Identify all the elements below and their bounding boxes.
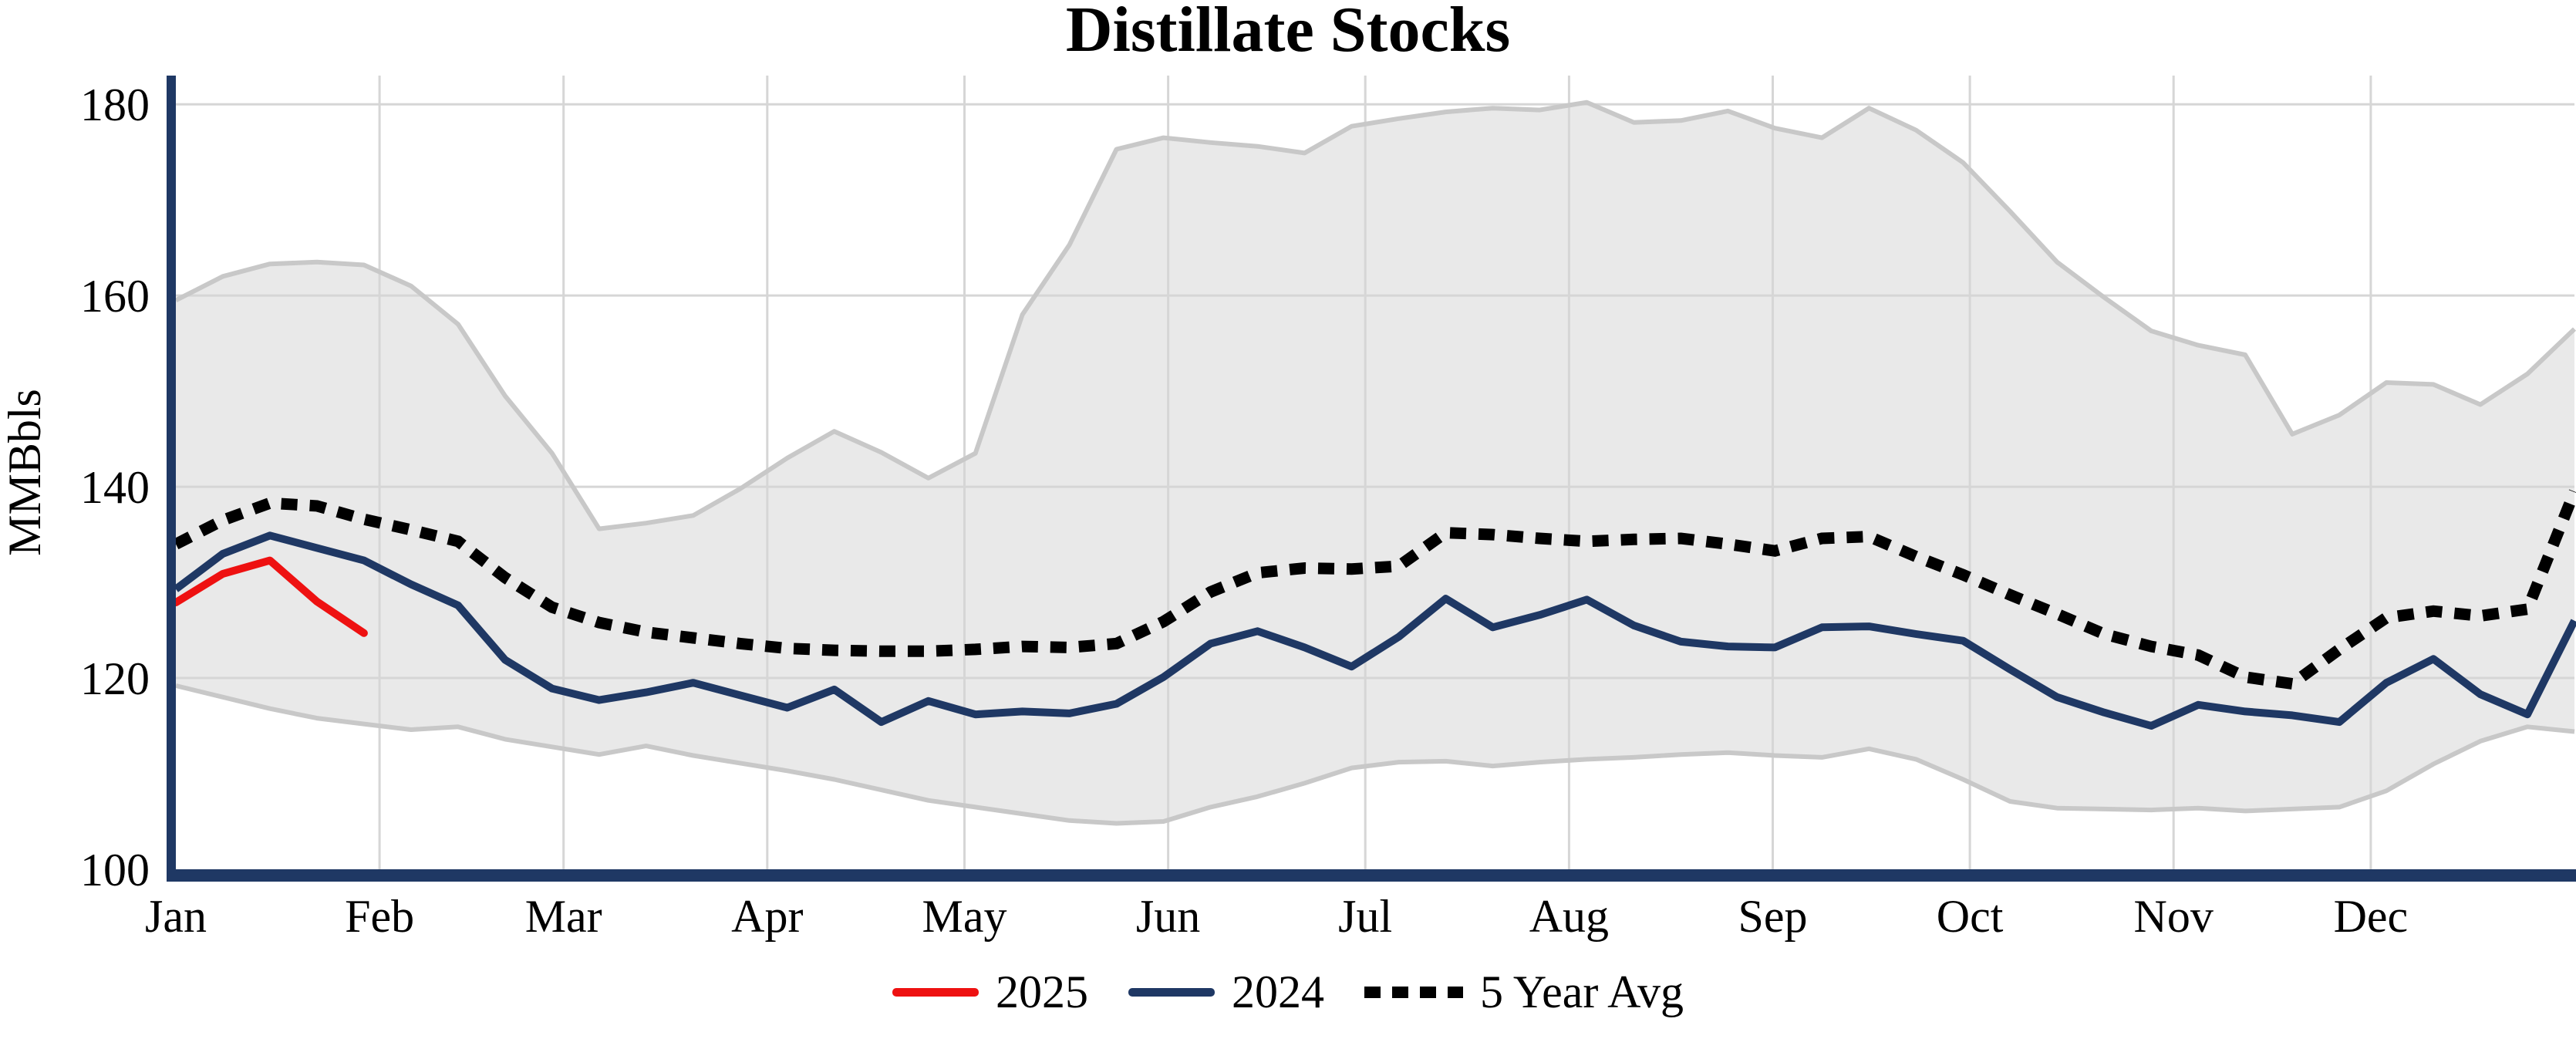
legend-item-2024: 2024 — [1128, 966, 1324, 1019]
line-swatch-icon — [1128, 988, 1216, 997]
x-tick-label: Apr — [731, 891, 803, 942]
five-year-range-band — [176, 102, 2574, 824]
legend-item-5-year-avg: 5 Year Avg — [1364, 966, 1684, 1019]
y-tick-label: 180 — [80, 79, 150, 130]
legend: 2025 2024 5 Year Avg — [0, 966, 2576, 1019]
band-upper-edge — [174, 100, 2576, 531]
x-tick-label: Mar — [525, 891, 602, 942]
legend-label: 2025 — [996, 966, 1089, 1017]
dotted-line-swatch-icon — [1364, 987, 1464, 998]
x-tick-label: Jan — [145, 891, 207, 942]
x-tick-label: Feb — [345, 891, 414, 942]
y-tick-label: 120 — [80, 653, 150, 704]
x-axis-spine — [167, 869, 2576, 882]
legend-item-2025: 2025 — [892, 966, 1088, 1019]
x-tick-label: Aug — [1529, 891, 1609, 942]
chart-title: Distillate Stocks — [1065, 0, 1511, 66]
five-year-avg-line — [173, 489, 2576, 690]
legend-label: 5 Year Avg — [1480, 966, 1684, 1017]
band-lower-edge — [175, 683, 2575, 826]
line-swatch-icon — [892, 988, 979, 997]
x-tick-label: May — [922, 891, 1007, 942]
x-tick-label: Sep — [1738, 891, 1808, 942]
x-tick-label: Jun — [1136, 891, 1200, 942]
legend-label: 2024 — [1232, 966, 1325, 1017]
x-tick-label: Jul — [1338, 891, 1392, 942]
x-tick-label: Oct — [1937, 891, 2004, 942]
y-tick-label: 160 — [80, 271, 150, 322]
line-2025 — [172, 556, 368, 637]
x-tick-label: Nov — [2134, 891, 2214, 942]
line-2024 — [173, 531, 2576, 730]
y-tick-label: 140 — [80, 462, 150, 513]
y-axis-spine — [167, 76, 176, 882]
x-tick-label: Dec — [2334, 891, 2409, 942]
y-axis-title: MMBbls — [0, 389, 50, 556]
y-tick-label: 100 — [80, 845, 150, 896]
